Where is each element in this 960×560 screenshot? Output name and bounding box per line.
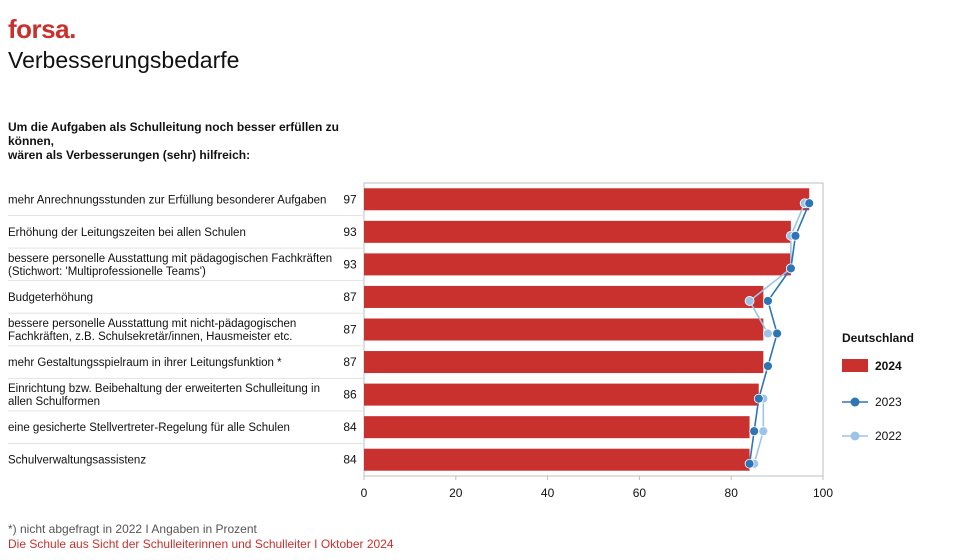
value-label: 86: [343, 388, 357, 402]
category-label: Budgeterhöhung: [8, 292, 93, 304]
value-label: 84: [343, 453, 357, 467]
bar-2024: [364, 188, 810, 211]
series-point-2023: [749, 426, 760, 437]
series-point-2023: [753, 393, 764, 404]
legend-marker-2022: [850, 431, 860, 441]
category-label: Einrichtung bzw. Beibehaltung der erweit…: [8, 383, 320, 408]
legend-label-2022: 2022: [875, 429, 902, 443]
legend-label-2024: 2024: [875, 359, 902, 373]
category-label: eine gesicherte Stellvertreter-Regelung …: [8, 422, 290, 434]
category-label-line: (Stichwort: 'Multiprofessionelle Teams'): [8, 266, 206, 278]
category-label-line: Schulverwaltungsassistenz: [8, 455, 146, 467]
value-label: 93: [343, 257, 357, 271]
series-point-2023: [763, 296, 773, 306]
bar-2024: [364, 448, 750, 471]
legend-marker-2023: [850, 397, 860, 407]
question-line-2: wären als Verbesserungen (sehr) hilfreic…: [8, 148, 251, 162]
series-point-2023: [772, 328, 782, 339]
series-point-2022: [758, 426, 769, 437]
value-label: 87: [343, 290, 357, 304]
x-tick-label: 60: [633, 486, 647, 500]
series-point-2023: [763, 361, 773, 371]
bar-2024: [364, 416, 750, 439]
bar-2024: [364, 253, 791, 276]
series-point-2023: [744, 458, 755, 469]
x-tick-label: 0: [361, 486, 368, 500]
category-label-line: eine gesicherte Stellvertreter-Regelung …: [8, 422, 290, 434]
x-tick-label: 80: [725, 486, 739, 500]
x-tick-label: 40: [541, 486, 555, 500]
legend-swatch-2024: [842, 359, 868, 372]
category-label-line: Erhöhung der Leitungszeiten bei allen Sc…: [8, 227, 246, 239]
category-label: Erhöhung der Leitungszeiten bei allen Sc…: [8, 227, 246, 239]
category-label: mehr Anrechnungsstunden zur Erfüllung be…: [8, 194, 326, 206]
series-point-2022: [763, 328, 773, 339]
category-label: mehr Gestaltungsspielraum in ihrer Leitu…: [8, 357, 282, 369]
source-note: Die Schule aus Sicht der Schulleiterinne…: [8, 537, 394, 551]
category-label-line: mehr Anrechnungsstunden zur Erfüllung be…: [8, 194, 326, 206]
value-label: 87: [343, 323, 357, 337]
bar-2024: [364, 285, 764, 308]
series-point-2023: [804, 198, 815, 209]
bar-2024: [364, 351, 764, 374]
x-tick-label: 20: [449, 486, 463, 500]
value-label: 87: [343, 355, 357, 369]
question-text: Um die Aufgaben als Schulleitung noch be…: [8, 120, 388, 162]
legend-title: Deutschland: [842, 331, 914, 345]
value-label: 93: [343, 225, 357, 239]
footnote: *) nicht abgefragt in 2022 I Angaben in …: [8, 522, 257, 536]
question-line-1: Um die Aufgaben als Schulleitung noch be…: [8, 120, 339, 148]
category-label-line: Fachkräften, z.B. Schulsekretär/innen, H…: [8, 331, 292, 343]
legend-label-2023: 2023: [875, 395, 902, 409]
category-label-line: bessere personelle Ausstattung mit pädag…: [8, 253, 332, 265]
bar-2024: [364, 220, 791, 243]
series-point-2022: [744, 296, 755, 306]
series-point-2023: [790, 230, 801, 241]
category-label-line: mehr Gestaltungsspielraum in ihrer Leitu…: [8, 357, 282, 369]
horizontal-bar-chart: mehr Anrechnungsstunden zur Erfüllung be…: [8, 182, 914, 500]
page-title: Verbesserungsbedarfe: [8, 47, 240, 73]
x-tick-label: 100: [813, 486, 833, 500]
category-label: Schulverwaltungsassistenz: [8, 455, 146, 467]
bar-2024: [364, 383, 759, 406]
brand-logo: forsa.: [8, 14, 76, 44]
category-label-line: Budgeterhöhung: [8, 292, 93, 304]
category-label-line: Einrichtung bzw. Beibehaltung der erweit…: [8, 383, 320, 395]
bar-2024: [364, 318, 764, 341]
category-label: bessere personelle Ausstattung mit nicht…: [8, 318, 296, 343]
value-label: 97: [343, 192, 357, 206]
value-label: 84: [343, 420, 357, 434]
category-label-line: bessere personelle Ausstattung mit nicht…: [8, 318, 296, 330]
category-label: bessere personelle Ausstattung mit pädag…: [8, 253, 332, 278]
category-label-line: allen Schulformen: [8, 396, 100, 408]
series-point-2023: [785, 263, 796, 274]
